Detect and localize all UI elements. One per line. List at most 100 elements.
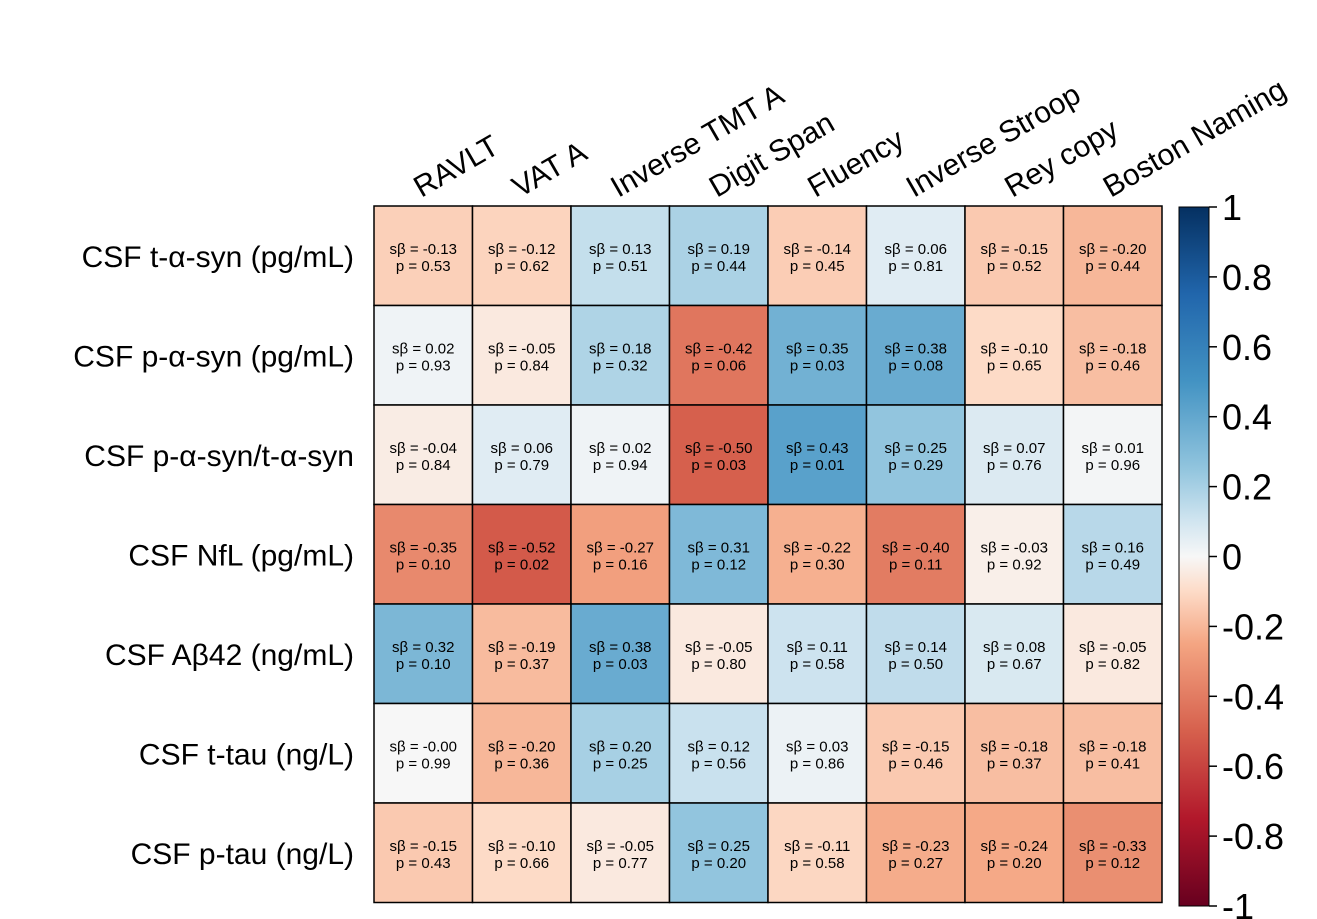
heatmap-cell: sβ = -0.05p = 0.82 — [1062, 603, 1163, 705]
cell-fill — [1062, 404, 1163, 506]
cell-fill — [373, 702, 474, 804]
cell-p-label: p = 0.20 — [987, 855, 1042, 872]
heatmap-cell: sβ = -0.23p = 0.27 — [865, 802, 966, 904]
cell-p-label: p = 0.52 — [987, 258, 1042, 275]
heatmap-cell: sβ = -0.20p = 0.36 — [471, 702, 572, 804]
cell-fill — [865, 603, 966, 705]
cell-fill — [373, 205, 474, 307]
heatmap-cell: sβ = -0.50p = 0.03 — [668, 404, 769, 506]
cell-beta-label: sβ = -0.23 — [882, 838, 949, 855]
heatmap-cell: sβ = 0.35p = 0.03 — [767, 304, 868, 406]
row-label: CSF NfL (pg/mL) — [128, 539, 354, 572]
cell-fill — [1062, 702, 1163, 804]
cell-p-label: p = 0.45 — [790, 258, 845, 275]
cell-p-label: p = 0.84 — [396, 457, 451, 474]
heatmap-cell: sβ = 0.11p = 0.58 — [767, 603, 868, 705]
cell-beta-label: sβ = 0.01 — [1082, 440, 1144, 457]
cell-fill — [767, 702, 868, 804]
cell-p-label: p = 0.16 — [593, 556, 648, 573]
cell-p-label: p = 0.10 — [396, 656, 451, 673]
cell-p-label: p = 0.10 — [396, 556, 451, 573]
heatmap-cell: sβ = 0.14p = 0.50 — [865, 603, 966, 705]
heatmap-cell: sβ = -0.05p = 0.80 — [668, 603, 769, 705]
heatmap-cell: sβ = 0.31p = 0.12 — [668, 503, 769, 605]
heatmap-cell: sβ = 0.03p = 0.86 — [767, 702, 868, 804]
cell-beta-label: sβ = 0.31 — [688, 539, 750, 556]
cell-beta-label: sβ = -0.05 — [587, 838, 654, 855]
heatmap-cell: sβ = 0.01p = 0.96 — [1062, 404, 1163, 506]
cell-p-label: p = 0.67 — [987, 656, 1042, 673]
heatmap-cell: sβ = 0.38p = 0.08 — [865, 304, 966, 406]
cell-p-label: p = 0.58 — [790, 855, 845, 872]
cell-fill — [1062, 802, 1163, 904]
heatmap-cell: sβ = 0.16p = 0.49 — [1062, 503, 1163, 605]
cell-beta-label: sβ = -0.50 — [685, 440, 752, 457]
cell-fill — [767, 802, 868, 904]
heatmap-cell: sβ = 0.19p = 0.44 — [668, 205, 769, 307]
cell-beta-label: sβ = 0.25 — [688, 838, 750, 855]
cell-beta-label: sβ = -0.52 — [488, 539, 555, 556]
colorbar-ticks: 1 0.8 0.6 0.4 0.2 0 -0.2 -0.4 -0.6 -0.8 -1 — [1209, 187, 1284, 919]
colorbar-tick-label: 0.2 — [1222, 467, 1272, 508]
heatmap-cell: sβ = -0.14p = 0.45 — [767, 205, 868, 307]
heatmap-cell: sβ = -0.12p = 0.62 — [471, 205, 572, 307]
cell-beta-label: sβ = 0.38 — [885, 340, 947, 357]
cell-fill — [668, 802, 769, 904]
cell-beta-label: sβ = -0.18 — [1079, 738, 1146, 755]
cell-fill — [1062, 603, 1163, 705]
cell-p-label: p = 0.36 — [494, 755, 549, 772]
cell-p-label: p = 0.12 — [691, 556, 746, 573]
heatmap-cell: sβ = 0.12p = 0.56 — [668, 702, 769, 804]
cell-beta-label: sβ = 0.06 — [491, 440, 553, 457]
cell-beta-label: sβ = -0.04 — [390, 440, 457, 457]
cell-beta-label: sβ = -0.40 — [882, 539, 949, 556]
heatmap-cell: sβ = -0.03p = 0.92 — [964, 503, 1065, 605]
heatmap-cell: sβ = -0.04p = 0.84 — [373, 404, 474, 506]
colorbar-tick-label: -1 — [1222, 886, 1254, 919]
cell-p-label: p = 0.96 — [1085, 457, 1140, 474]
colorbar-tick-label: 1 — [1222, 187, 1242, 228]
colorbar: 1 0.8 0.6 0.4 0.2 0 -0.2 -0.4 -0.6 -0.8 -1 — [1178, 187, 1284, 919]
cell-fill — [668, 503, 769, 605]
cell-p-label: p = 0.01 — [790, 457, 845, 474]
cell-p-label: p = 0.43 — [396, 855, 451, 872]
cell-beta-label: sβ = 0.12 — [688, 738, 750, 755]
cell-p-label: p = 0.03 — [691, 457, 746, 474]
cell-p-label: p = 0.20 — [691, 855, 746, 872]
cell-fill — [471, 702, 572, 804]
cell-beta-label: sβ = 0.18 — [589, 340, 651, 357]
row-labels: CSF t-α-syn (pg/mL) CSF p-α-syn (pg/mL) CS… — [73, 241, 354, 871]
cell-fill — [865, 802, 966, 904]
heatmap-cell: sβ = -0.13p = 0.53 — [373, 205, 474, 307]
heatmap-cell: sβ = -0.15p = 0.52 — [964, 205, 1065, 307]
heatmap-cell: sβ = 0.08p = 0.67 — [964, 603, 1065, 705]
colorbar-tick-label: 0 — [1222, 537, 1242, 578]
cell-p-label: p = 0.56 — [691, 755, 746, 772]
cell-p-label: p = 0.80 — [691, 656, 746, 673]
cell-fill — [570, 702, 671, 804]
cell-beta-label: sβ = 0.32 — [392, 639, 454, 656]
heatmap-cell: sβ = -0.40p = 0.11 — [865, 503, 966, 605]
cell-fill — [865, 503, 966, 605]
cell-beta-label: sβ = 0.35 — [786, 340, 848, 357]
cell-beta-label: sβ = 0.43 — [786, 440, 848, 457]
cell-p-label: p = 0.32 — [593, 357, 648, 374]
cell-beta-label: sβ = -0.18 — [1079, 340, 1146, 357]
heatmap-cell: sβ = -0.18p = 0.37 — [964, 702, 1065, 804]
cell-fill — [373, 304, 474, 406]
cell-beta-label: sβ = -0.27 — [587, 539, 654, 556]
cell-fill — [964, 702, 1065, 804]
heatmap-cell: sβ = 0.32p = 0.10 — [373, 603, 474, 705]
heatmap-cell: sβ = -0.52p = 0.02 — [471, 503, 572, 605]
heatmap-cell: sβ = 0.18p = 0.32 — [570, 304, 671, 406]
heatmap-cell: sβ = 0.25p = 0.20 — [668, 802, 769, 904]
cell-beta-label: sβ = 0.16 — [1082, 539, 1144, 556]
heatmap-cell: sβ = 0.02p = 0.94 — [570, 404, 671, 506]
heatmap-cell: sβ = 0.06p = 0.81 — [865, 205, 966, 307]
heatmap-cell: sβ = -0.18p = 0.46 — [1062, 304, 1163, 406]
cell-p-label: p = 0.66 — [494, 855, 549, 872]
cell-beta-label: sβ = -0.00 — [390, 738, 457, 755]
cell-beta-label: sβ = -0.05 — [1079, 639, 1146, 656]
